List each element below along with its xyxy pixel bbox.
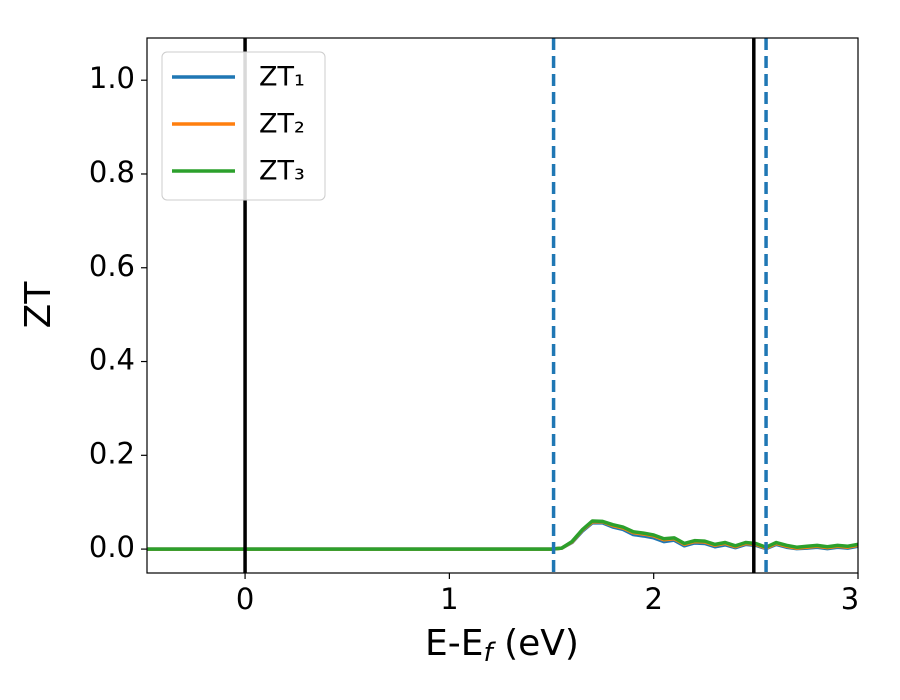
x-tick-label: 1: [440, 582, 458, 616]
y-tick-label: 1.0: [89, 61, 135, 95]
x-label-unit: (eV): [493, 623, 579, 664]
y-tick-label: 0.0: [89, 530, 135, 564]
y-tick-label: 0.6: [89, 249, 135, 283]
legend-box: [161, 51, 326, 201]
y-axis-label: ZT: [18, 281, 59, 329]
y-tick-label: 0.4: [89, 343, 135, 377]
legend-label: ZT₁: [259, 62, 305, 93]
plot-content: [147, 519, 858, 551]
legend-label: ZT₃: [259, 156, 305, 187]
legend-label: ZT₂: [259, 109, 305, 140]
x-axis-label: E-Ef (eV): [425, 623, 579, 668]
x-tick-label: 3: [841, 582, 859, 616]
series-line: [147, 519, 858, 551]
x-label-main: E-E: [425, 623, 483, 664]
plot-frame: [146, 37, 859, 574]
x-tick-label: 0: [236, 582, 254, 616]
y-tick-label: 0.8: [89, 155, 135, 189]
x-tick-label: 2: [644, 582, 662, 616]
y-tick-label: 0.2: [89, 436, 135, 470]
